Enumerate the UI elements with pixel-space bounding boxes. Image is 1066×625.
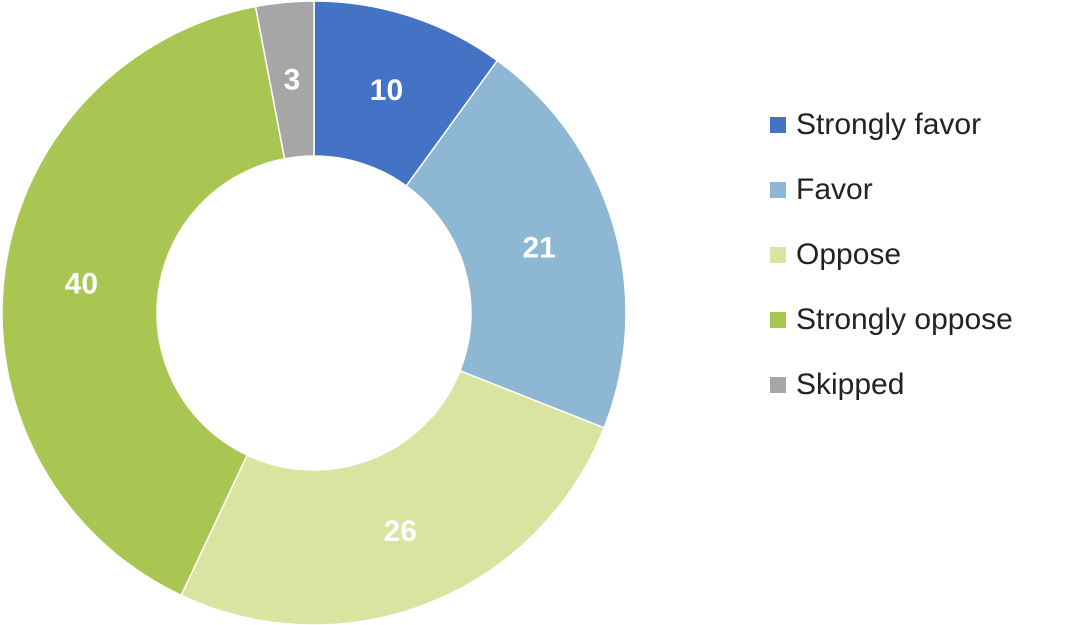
legend-label: Strongly favor — [796, 108, 981, 141]
donut-slice — [405, 59, 627, 429]
legend-swatch — [770, 247, 786, 263]
data-label: 21 — [523, 231, 556, 264]
legend-swatch — [770, 117, 786, 133]
data-label: 3 — [284, 63, 301, 96]
data-label: 40 — [65, 268, 98, 301]
donut-slice — [180, 369, 606, 625]
legend-label: Skipped — [796, 368, 904, 401]
legend-swatch — [770, 182, 786, 198]
data-label: 26 — [384, 515, 417, 548]
legend-label: Favor — [796, 173, 873, 206]
legend-swatch — [770, 377, 786, 393]
legend-label: Oppose — [796, 238, 901, 271]
data-label: 10 — [370, 74, 403, 107]
legend-label: Strongly oppose — [796, 303, 1013, 336]
donut-slice — [1, 5, 286, 597]
donut-slice — [254, 0, 315, 160]
legend-swatch — [770, 312, 786, 328]
